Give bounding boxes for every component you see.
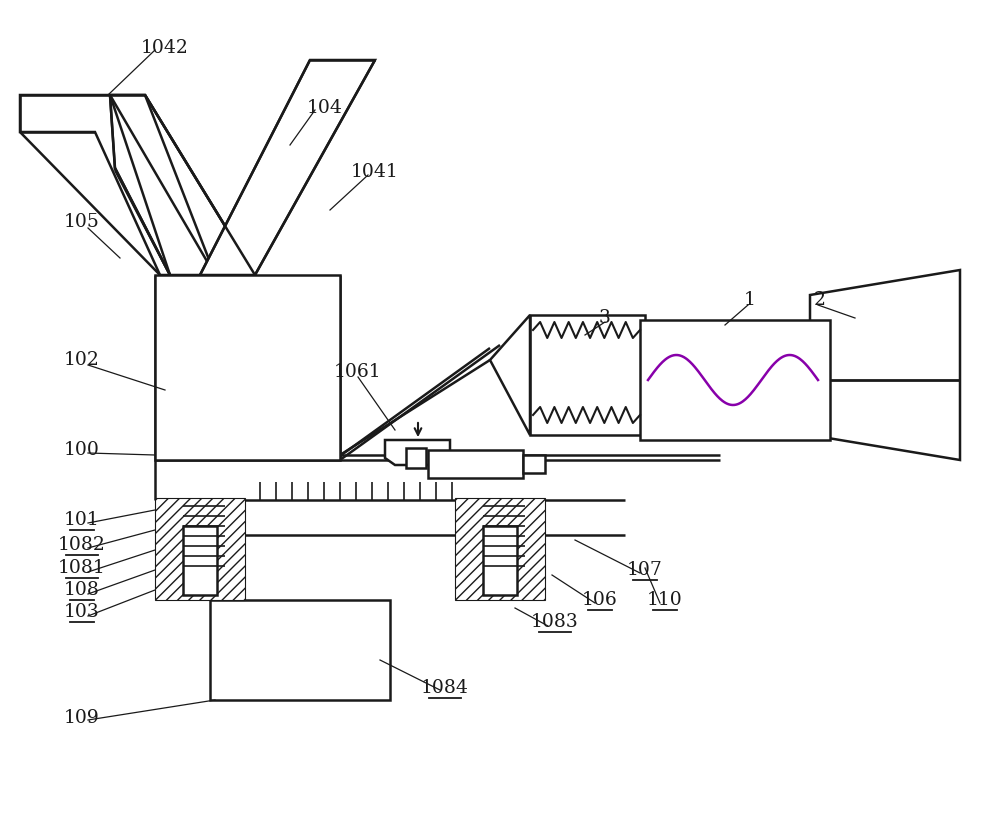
Text: 100: 100 [64, 441, 100, 459]
Text: 2: 2 [814, 291, 826, 309]
Text: 3: 3 [599, 309, 611, 327]
Bar [523, 455, 545, 473]
Text: 106: 106 [582, 591, 618, 609]
Bar [155, 275, 340, 460]
Text: 102: 102 [64, 351, 100, 369]
Text: 1042: 1042 [141, 39, 189, 57]
Bar [210, 600, 390, 700]
Polygon shape [200, 60, 375, 275]
Polygon shape [490, 315, 530, 435]
Bar [406, 448, 426, 468]
Polygon shape [110, 95, 215, 275]
Bar [455, 498, 545, 600]
Bar [640, 320, 830, 440]
Text: 1082: 1082 [58, 536, 106, 554]
Text: 1083: 1083 [531, 613, 579, 631]
Text: 1041: 1041 [351, 163, 399, 181]
Bar [483, 526, 517, 595]
Text: 101: 101 [64, 511, 100, 529]
Text: 107: 107 [627, 561, 663, 579]
Text: 1: 1 [744, 291, 756, 309]
Text: 103: 103 [64, 603, 100, 621]
Bar [155, 498, 245, 600]
Text: 110: 110 [647, 591, 683, 609]
Text: 109: 109 [64, 709, 100, 727]
Polygon shape [20, 95, 255, 275]
Polygon shape [810, 270, 960, 460]
Text: 1061: 1061 [334, 363, 382, 381]
Bar [183, 526, 217, 595]
Bar [530, 315, 645, 435]
Text: 105: 105 [64, 213, 100, 231]
Text: 1081: 1081 [58, 559, 106, 577]
Text: 1084: 1084 [421, 679, 469, 697]
Text: 104: 104 [307, 99, 343, 117]
Text: 108: 108 [64, 581, 100, 599]
Polygon shape [385, 440, 450, 465]
Bar [428, 450, 523, 478]
